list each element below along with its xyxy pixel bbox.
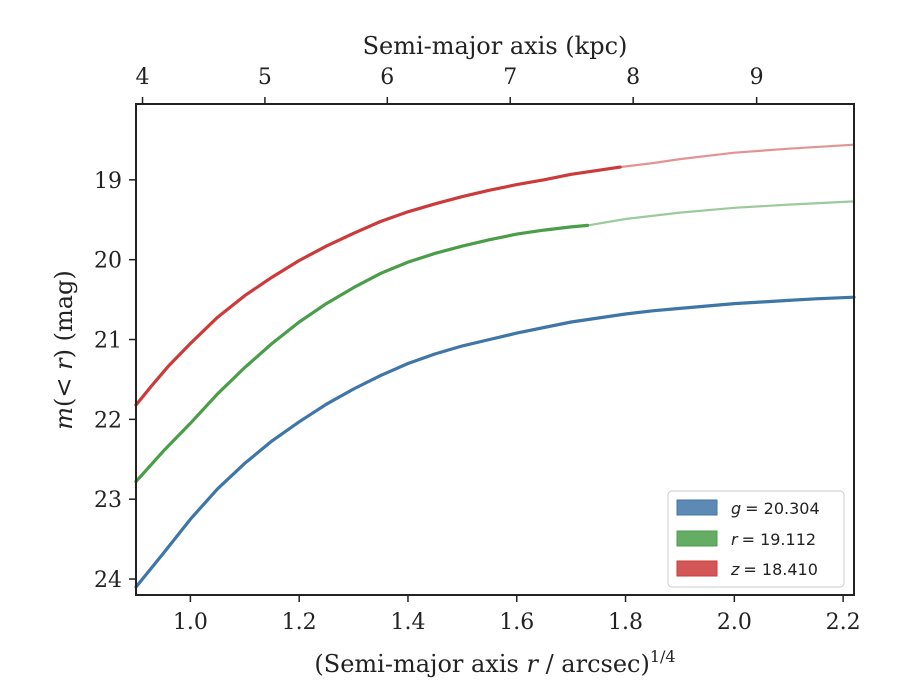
legend-swatch-r [676, 530, 718, 547]
y-axis-title: m(< r) (mag) [50, 270, 78, 430]
x-axis-title: (Semi-major axis r / arcsec)1/4 [314, 647, 675, 678]
top-x-axis-title: Semi-major axis (kpc) [363, 32, 628, 60]
top-x-tick-label: 6 [380, 65, 394, 90]
top-x-tick-label: 7 [503, 65, 517, 90]
x-tick-label: 1.4 [390, 610, 425, 635]
legend-swatch-z [676, 560, 718, 577]
plot-area [134, 143, 856, 589]
top-x-tick-label: 9 [750, 65, 764, 90]
y-tick-label: 22 [94, 408, 122, 433]
y-tick-label: 20 [94, 249, 122, 274]
series-line-z-extrapolated [619, 143, 856, 169]
y-tick-label: 23 [94, 488, 122, 513]
x-tick-label: 1.6 [499, 610, 534, 635]
series-line-g [134, 295, 856, 589]
top-x-tick-label: 5 [258, 65, 272, 90]
legend-label-r: r = 19.112 [731, 530, 816, 549]
series-line-r-extrapolated [586, 200, 856, 227]
plot-frame [135, 103, 855, 596]
y-tick-label: 24 [94, 568, 122, 593]
y-tick-label: 21 [94, 329, 122, 354]
x-tick-label: 1.8 [608, 610, 643, 635]
x-tick-label: 1.0 [173, 610, 208, 635]
legend: g = 20.304 r = 19.112 z = 18.410 [667, 490, 845, 588]
x-tick-label: 1.2 [282, 610, 317, 635]
x-tick-label: 2.0 [717, 610, 752, 635]
top-x-tick-label: 8 [626, 65, 640, 90]
series-line-r [134, 223, 590, 484]
top-x-tick-label: 4 [136, 65, 150, 90]
legend-label-z: z = 18.410 [730, 560, 818, 579]
x-tick-label: 2.2 [826, 610, 861, 635]
y-tick-label: 19 [94, 169, 122, 194]
legend-label-g: g = 20.304 [731, 499, 820, 518]
series-line-z [134, 165, 622, 407]
legend-swatch-g [676, 499, 718, 516]
axis-ticks: 1.0 1.2 1.4 1.6 1.8 2.0 2.2 19 20 21 22 23 24 4 5 6 7 8 9 [94, 65, 861, 635]
